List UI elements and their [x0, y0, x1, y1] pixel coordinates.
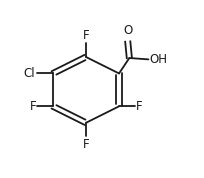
Text: F: F	[135, 100, 142, 113]
Text: Cl: Cl	[24, 67, 35, 80]
Text: OH: OH	[149, 53, 166, 66]
Text: F: F	[82, 29, 89, 42]
Text: F: F	[82, 138, 89, 151]
Text: O: O	[123, 24, 132, 37]
Text: F: F	[30, 100, 36, 113]
